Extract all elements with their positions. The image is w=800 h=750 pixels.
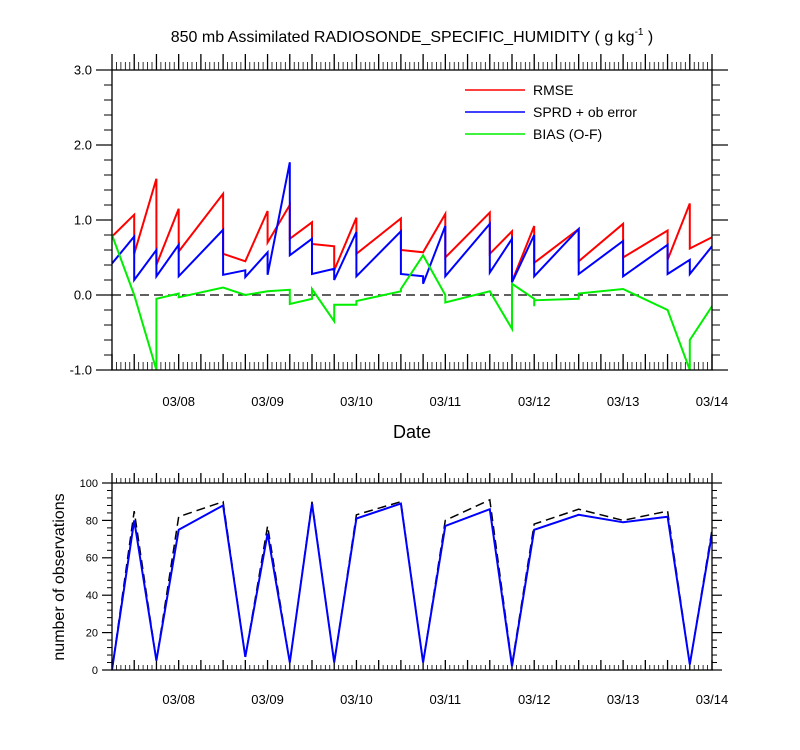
y-tick-label: 40 [86,590,98,602]
x-axis-label: Date [393,422,431,442]
y-tick-label: 100 [80,478,98,490]
x-tick-label: 03/12 [518,394,551,409]
y-tick-label: 0 [92,665,98,677]
series-line-rmse [112,178,712,282]
top-panel: -1.0 0.0 1.0 2.0 3.0 03/08 03/09 03/10 03/11 03/1… [70,54,729,409]
legend-label: BIAS (O-F) [533,126,602,142]
x-tick-label: 03/10 [340,692,373,707]
y-tick-label: 1.0 [74,213,92,228]
series-line-sprd-ob-error [112,162,712,285]
plot-frame [111,69,713,371]
x-tick-label: 03/08 [162,692,195,707]
x-tick-label: 03/13 [607,692,640,707]
x-tick-label: 03/12 [518,692,551,707]
y-axis-label-observations: number of observations [51,493,68,660]
x-tick-label: 03/08 [162,394,195,409]
legend-label: RMSE [533,82,573,98]
y-tick-label: 3.0 [74,63,92,78]
y-tick-label: 80 [86,515,98,527]
series-line-bias-o-f [112,234,712,370]
y-tick-label: 2.0 [74,138,92,153]
x-tick-label: 03/09 [251,692,284,707]
x-tick-label: 03/11 [430,692,462,707]
y-tick-label: 0.0 [74,288,92,303]
x-tick-label: 03/14 [696,394,729,409]
legend-label: SPRD + ob error [533,104,637,120]
x-tick-label: 03/10 [340,394,373,409]
y-tick-label: 60 [86,553,98,565]
chart-title: 850 mb Assimilated RADIOSONDE_SPECIFIC_H… [171,27,654,46]
y-tick-label: 20 [86,627,98,639]
y-tick-label: -1.0 [70,363,92,378]
series-line-assimilated-observations [112,502,712,670]
plot-frame [111,482,713,671]
x-tick-label: 03/14 [696,692,729,707]
bottom-panel: 0 20 40 60 80 100 03/08 03/09 03/10 03/11 03/12 03/… [80,473,729,707]
x-tick-label: 03/11 [430,394,462,409]
series-line-possible-observations [112,498,712,670]
x-tick-label: 03/09 [251,394,284,409]
x-tick-label: 03/13 [607,394,640,409]
